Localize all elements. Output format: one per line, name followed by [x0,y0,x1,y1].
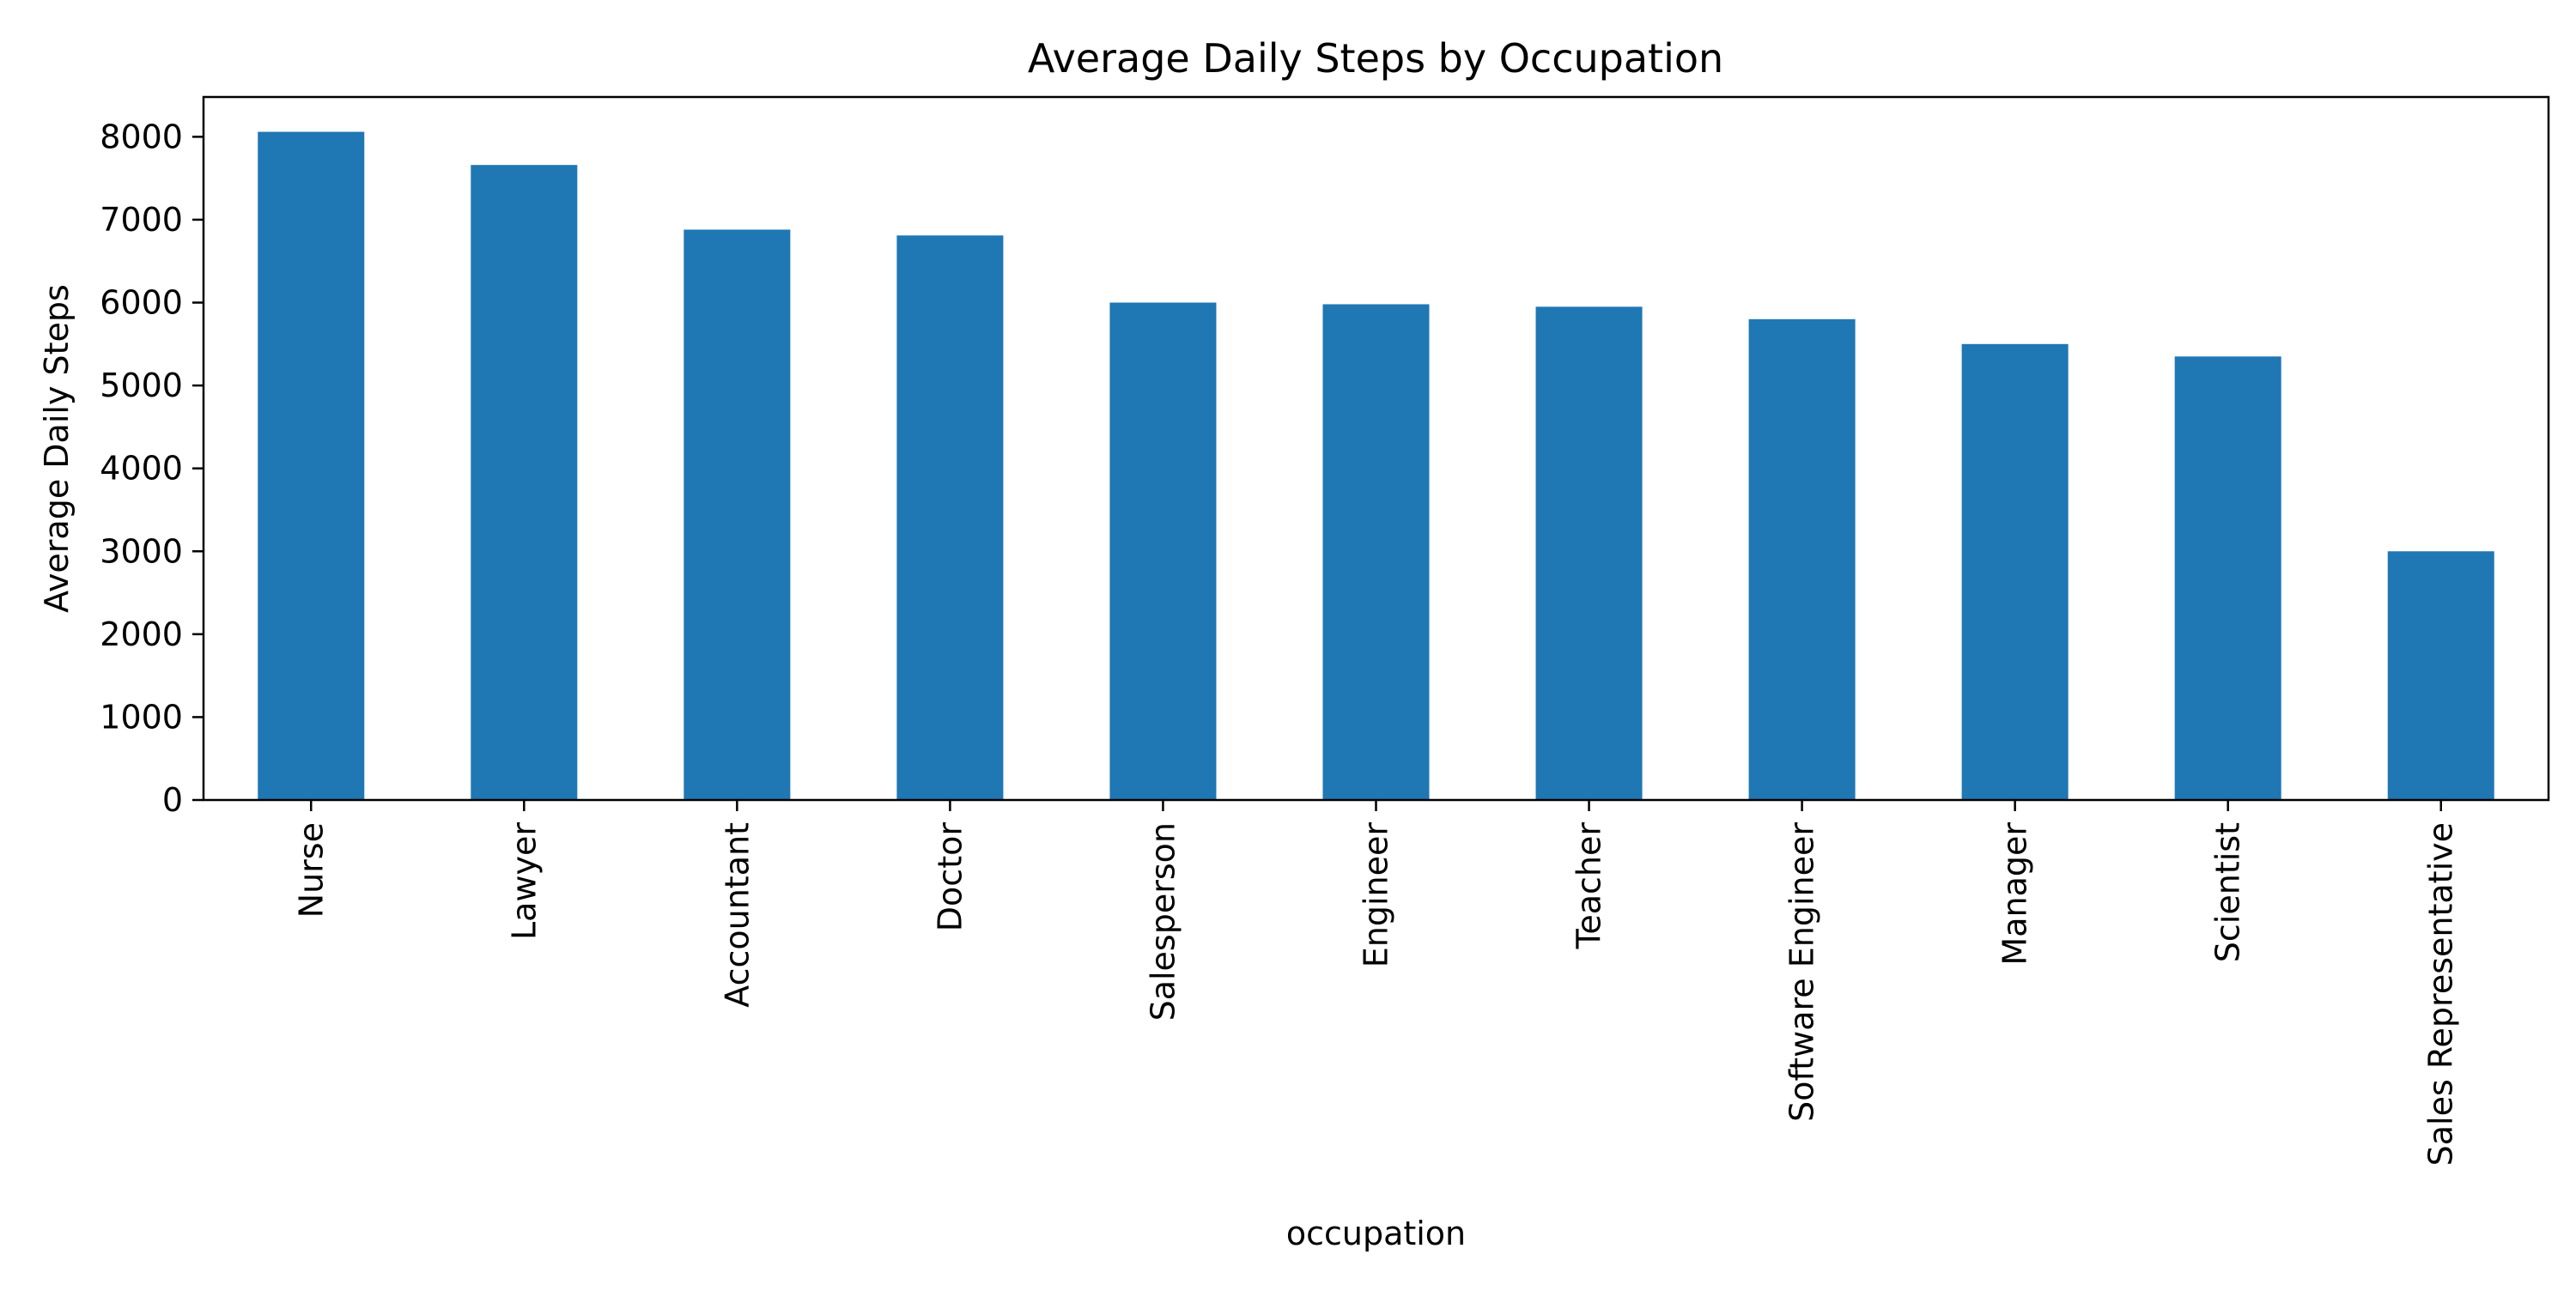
y-axis: 0 1000 2000 3000 4000 5000 6000 7000 8000 [100,118,204,819]
x-tick-label: Teacher [1571,822,1608,950]
x-tick-label: Lawyer [505,822,543,940]
x-tick-label: Accountant [718,822,756,1008]
y-tick-label: 3000 [100,532,183,570]
bar-software-engineer [1748,318,1856,800]
x-tick-label: Software Engineer [1783,822,1821,1122]
x-tick-label: Manager [1996,822,2034,966]
x-axis-label: occupation [1286,1215,1466,1252]
y-tick-label: 5000 [100,367,183,404]
x-tick-label: Engineer [1358,822,1395,968]
y-tick-label: 6000 [100,284,183,322]
bar-doctor [896,235,1004,800]
y-tick-label: 2000 [100,615,183,653]
bar-sales-representative [2387,551,2494,800]
bar-lawyer [471,165,578,801]
y-tick-label: 4000 [100,450,183,488]
y-tick-label: 7000 [100,201,183,239]
y-tick-label: 0 [162,781,183,819]
x-tick-label: Nurse [292,822,330,918]
y-tick-label: 8000 [100,118,183,155]
x-tick-label: Sales Representative [2422,822,2460,1166]
x-tick-label: Scientist [2209,822,2247,962]
bar-accountant [683,229,791,800]
y-tick-label: 1000 [100,698,183,736]
bars [258,131,2494,801]
bar-scientist [2174,356,2281,800]
bar-teacher [1535,306,1643,800]
chart-title: Average Daily Steps by Occupation [1028,35,1723,82]
bar-nurse [258,131,365,801]
bar-salesperson [1109,302,1217,800]
plot-frame [202,95,2550,802]
bar-engineer [1322,304,1430,801]
y-axis-label: Average Daily Steps [38,284,76,613]
bar-manager [1961,343,2069,800]
x-axis: Nurse Lawyer Accountant Doctor Salesperson En… [292,800,2460,1166]
x-tick-label: Doctor [931,822,969,932]
x-tick-label: Salesperson [1144,822,1182,1021]
